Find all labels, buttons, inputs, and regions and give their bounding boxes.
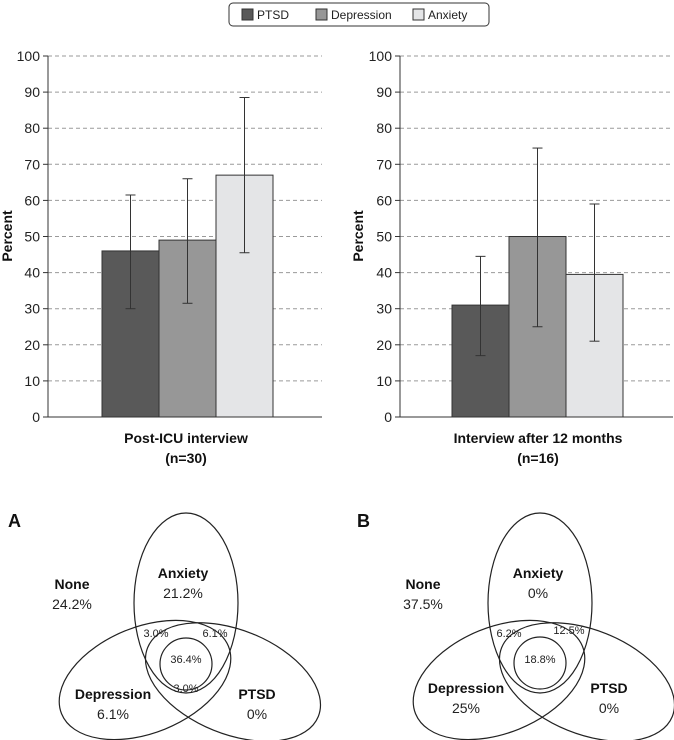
y-axis-title: Percent: [350, 210, 366, 262]
venn-anxiety-ptsd-value: 12.5%: [553, 625, 584, 637]
y-tick-label-0: 0: [32, 409, 40, 425]
y-tick-label-40: 40: [24, 265, 40, 281]
venn-depression-value: 25%: [452, 700, 480, 716]
venn-anxiety-label: Anxiety: [158, 565, 209, 581]
venn-depression-ellipse: [58, 619, 232, 740]
venn-anxiety-label: Anxiety: [513, 565, 564, 581]
venn-none-value: 37.5%: [403, 596, 443, 612]
legend-swatch-depression: [315, 8, 328, 21]
venn-all-three-value: 36.4%: [170, 654, 201, 666]
panel-label-b: B: [357, 511, 370, 531]
y-tick-label-100: 100: [369, 48, 393, 64]
y-tick-label-100: 100: [17, 48, 41, 64]
venn-ptsd-value: 0%: [247, 706, 267, 722]
sample-size-label: (n=16): [517, 450, 559, 466]
venn-diagram-b: B None 37.5% Anxiety 0% 6.2% 12.5% 18.8%…: [357, 511, 674, 740]
sample-size-label: (n=30): [165, 450, 207, 466]
venn-ptsd-value: 0%: [599, 700, 619, 716]
y-tick-label-0: 0: [384, 409, 392, 425]
venn-diagram-a: A None 24.2% Anxiety 21.2% 3.0% 6.1% 36.…: [8, 511, 322, 740]
y-axis-title: Percent: [0, 210, 15, 262]
bar-chart-post-icu: 0 10 20 30 40 50 60 70 80 90 100 Percent Post-ICU …: [0, 48, 322, 466]
y-tick-label-80: 80: [24, 120, 40, 136]
venn-intersection-circle: [513, 636, 567, 690]
error-bars: [475, 147, 600, 357]
y-tick-label-90: 90: [376, 84, 392, 100]
y-tick-label-40: 40: [376, 265, 392, 281]
y-tick-label-10: 10: [376, 373, 392, 389]
y-tick-label-50: 50: [24, 229, 40, 245]
legend-label-anxiety: Anxiety: [428, 8, 467, 22]
venn-ptsd-ellipse: [498, 622, 674, 740]
y-tick-label-30: 30: [24, 301, 40, 317]
y-tick-label-60: 60: [376, 192, 392, 208]
y-tick-label-10: 10: [24, 373, 40, 389]
venn-ptsd-label: PTSD: [590, 680, 627, 696]
y-tick-labels: 0 10 20 30 40 50 60 70 80 90 100: [369, 48, 400, 425]
legend: PTSD Depression Anxiety: [228, 2, 490, 27]
venn-depression-ptsd-value: 3.0%: [173, 683, 198, 695]
y-tick-label-50: 50: [376, 229, 392, 245]
y-tick-label-80: 80: [376, 120, 392, 136]
venn-anxiety-value: 21.2%: [163, 585, 203, 601]
y-tick-label-70: 70: [24, 156, 40, 172]
y-tick-label-70: 70: [376, 156, 392, 172]
y-tick-label-20: 20: [376, 337, 392, 353]
venn-depression-label: Depression: [75, 686, 151, 702]
venn-none-value: 24.2%: [52, 596, 92, 612]
category-label: Interview after 12 months: [454, 430, 623, 446]
y-tick-label-60: 60: [24, 192, 40, 208]
venn-all-three-value: 18.8%: [524, 654, 555, 666]
y-tick-label-30: 30: [376, 301, 392, 317]
bar-chart-12-months: 0 10 20 30 40 50 60 70 80 90 100 Percent Interview…: [350, 48, 673, 466]
venn-none-label: None: [55, 576, 90, 592]
venn-anxiety-ellipse: [487, 512, 593, 694]
venn-ptsd-ellipse: [144, 622, 322, 740]
category-label: Post-ICU interview: [124, 430, 248, 446]
legend-label-ptsd: PTSD: [257, 8, 289, 22]
error-bars: [125, 97, 250, 310]
venn-none-label: None: [406, 576, 441, 592]
y-tick-label-20: 20: [24, 337, 40, 353]
venn-depression-label: Depression: [428, 680, 504, 696]
venn-anxiety-depression-value: 6.2%: [496, 628, 521, 640]
legend-swatch-anxiety: [412, 8, 425, 21]
bars: [451, 236, 624, 418]
venn-intersection-circle: [159, 637, 213, 691]
panel-label-a: A: [8, 511, 21, 531]
venn-anxiety-ptsd-value: 6.1%: [202, 628, 227, 640]
y-tick-labels: 0 10 20 30 40 50 60 70 80 90 100: [17, 48, 48, 425]
venn-anxiety-ellipse: [133, 512, 239, 694]
legend-label-depression: Depression: [331, 8, 392, 22]
venn-anxiety-depression-value: 3.0%: [143, 628, 168, 640]
legend-swatch-ptsd: [241, 8, 254, 21]
venn-ptsd-label: PTSD: [238, 686, 275, 702]
venn-anxiety-value: 0%: [528, 585, 548, 601]
venn-depression-ellipse: [412, 619, 586, 740]
y-tick-label-90: 90: [24, 84, 40, 100]
venn-depression-value: 6.1%: [97, 706, 129, 722]
